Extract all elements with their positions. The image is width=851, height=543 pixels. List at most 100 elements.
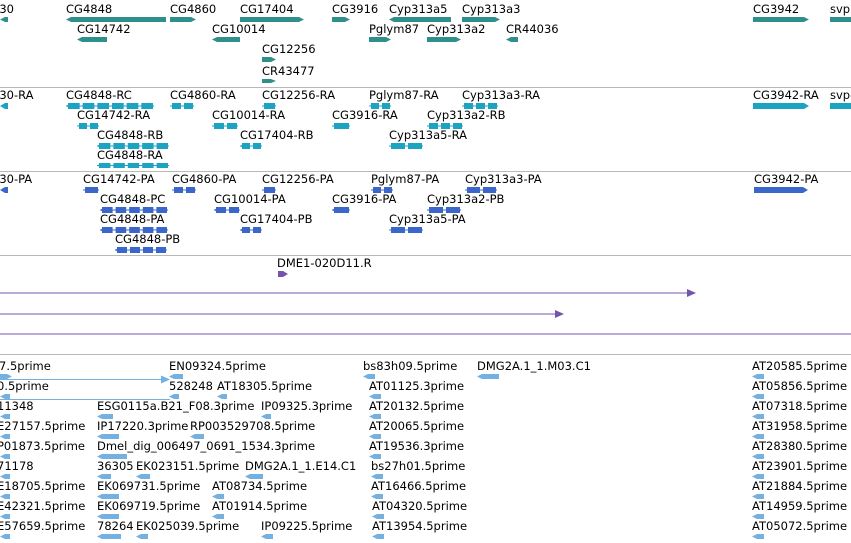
feature-glyph[interactable]	[93, 512, 123, 521]
feature-glyph[interactable]	[258, 77, 280, 85]
feature-label[interactable]: CG4848-PA	[100, 212, 165, 226]
feature-glyph[interactable]	[748, 392, 768, 401]
feature-label[interactable]: CG12256-PA	[262, 172, 334, 186]
feature-glyph[interactable]	[165, 372, 187, 381]
feature-glyph[interactable]	[208, 492, 228, 501]
feature-label[interactable]: 71178	[0, 459, 34, 473]
feature-label[interactable]: RP003529708.5prime	[190, 419, 316, 433]
feature-glyph[interactable]	[208, 512, 228, 521]
feature-glyph[interactable]	[0, 492, 14, 501]
feature-glyph[interactable]	[750, 185, 812, 195]
feature-label[interactable]: AT05072.5prime	[752, 519, 848, 533]
feature-glyph[interactable]	[168, 185, 200, 195]
feature-glyph[interactable]	[423, 35, 465, 44]
feature-label[interactable]: DME1-020D11.R	[277, 256, 372, 270]
feature-label[interactable]: Cyp313a3-PA	[465, 172, 542, 186]
feature-label[interactable]: CR44036	[506, 22, 559, 36]
feature-glyph[interactable]	[0, 309, 568, 319]
feature-label[interactable]: CG17404-PB	[240, 212, 313, 226]
feature-glyph[interactable]	[274, 269, 292, 279]
feature-glyph[interactable]	[458, 15, 504, 24]
feature-label[interactable]: 528248	[169, 379, 213, 393]
feature-glyph[interactable]	[748, 532, 768, 541]
feature-glyph[interactable]	[385, 141, 427, 151]
feature-glyph[interactable]	[749, 101, 813, 111]
feature-label[interactable]: E57659.5prime	[0, 519, 86, 533]
feature-label[interactable]: Dmel_dig_006497_0691_1534.3prime	[97, 439, 316, 453]
feature-glyph[interactable]	[0, 412, 14, 421]
feature-glyph[interactable]	[0, 372, 16, 381]
feature-glyph[interactable]	[0, 101, 12, 111]
feature-label[interactable]: 830-RA	[0, 88, 34, 102]
feature-glyph[interactable]	[365, 432, 385, 441]
feature-label[interactable]: CG12256-RA	[262, 88, 336, 102]
feature-label[interactable]: AT20132.5prime	[369, 399, 465, 413]
feature-glyph[interactable]	[385, 15, 455, 24]
feature-glyph[interactable]	[93, 452, 131, 461]
feature-glyph[interactable]	[93, 532, 125, 541]
feature-label[interactable]: E42321.5prime	[0, 499, 86, 513]
feature-label[interactable]: bs27h01.5prime	[371, 459, 466, 473]
feature-glyph[interactable]	[93, 432, 123, 441]
feature-glyph[interactable]	[258, 185, 280, 195]
feature-glyph[interactable]	[0, 532, 14, 541]
feature-glyph[interactable]	[236, 141, 266, 151]
feature-label[interactable]: DMG2A.1_1.M03.C1	[477, 359, 591, 373]
feature-glyph[interactable]	[62, 15, 170, 24]
feature-glyph[interactable]	[0, 472, 14, 481]
feature-label[interactable]: AT20585.5prime	[752, 359, 848, 373]
feature-label[interactable]: AT31958.5prime	[752, 419, 848, 433]
feature-label[interactable]: EK025039.5prime	[136, 519, 240, 533]
feature-glyph[interactable]	[0, 395, 174, 404]
feature-label[interactable]: Pglym87-RA	[369, 88, 439, 102]
feature-label[interactable]: CG14742	[77, 22, 131, 36]
feature-glyph[interactable]	[368, 512, 388, 521]
feature-label[interactable]: CG4848	[66, 2, 113, 16]
feature-label[interactable]: Cyp313a5-PA	[389, 212, 466, 226]
feature-glyph[interactable]	[79, 185, 103, 195]
feature-label[interactable]: 830	[0, 2, 14, 16]
feature-label[interactable]: AT21884.5prime	[752, 479, 848, 493]
feature-glyph[interactable]	[328, 205, 354, 215]
feature-label[interactable]: AT18305.5prime	[217, 379, 313, 393]
feature-glyph[interactable]	[367, 185, 397, 195]
feature-label[interactable]: E27157.5prime	[0, 419, 86, 433]
feature-label[interactable]: CR43477	[262, 64, 315, 78]
feature-label[interactable]: EK069731.5prime	[97, 479, 201, 493]
feature-glyph[interactable]	[367, 492, 387, 501]
feature-label[interactable]: IP17220.3prime	[97, 419, 189, 433]
feature-glyph[interactable]	[365, 452, 385, 461]
feature-label[interactable]: IP09325.3prime	[261, 399, 353, 413]
feature-glyph[interactable]	[749, 15, 813, 24]
feature-glyph[interactable]	[241, 472, 267, 481]
feature-label[interactable]: AT05856.5prime	[752, 379, 848, 393]
feature-label[interactable]: svp-	[830, 88, 851, 102]
feature-label[interactable]: CG3916	[332, 2, 379, 16]
feature-glyph[interactable]	[365, 412, 385, 421]
feature-glyph[interactable]	[0, 288, 700, 298]
feature-label[interactable]: CG4848-RB	[97, 128, 164, 142]
feature-glyph[interactable]	[748, 432, 768, 441]
feature-label[interactable]: svp	[830, 2, 851, 16]
feature-glyph[interactable]	[166, 15, 200, 24]
feature-glyph[interactable]	[0, 392, 14, 401]
feature-label[interactable]: CG10014	[212, 22, 266, 36]
feature-glyph[interactable]	[748, 492, 768, 501]
feature-label[interactable]: AT08734.5prime	[212, 479, 308, 493]
feature-glyph[interactable]	[365, 35, 395, 44]
feature-label[interactable]: AT01914.5prime	[212, 499, 308, 513]
feature-glyph[interactable]	[365, 101, 395, 111]
feature-label[interactable]: CG3916-PA	[332, 192, 397, 206]
feature-glyph[interactable]	[213, 392, 231, 401]
feature-glyph[interactable]	[502, 35, 522, 44]
feature-label[interactable]: 830-PA	[0, 172, 33, 186]
feature-glyph[interactable]	[748, 452, 768, 461]
feature-glyph[interactable]	[368, 532, 388, 541]
feature-label[interactable]: AT07318.5prime	[752, 399, 848, 413]
feature-glyph[interactable]	[73, 121, 103, 131]
feature-label[interactable]: CG17404-RB	[240, 128, 314, 142]
feature-glyph[interactable]	[0, 185, 12, 195]
feature-label[interactable]: CG3916-RA	[332, 108, 398, 122]
feature-label[interactable]: Cyp313a2-RB	[427, 108, 506, 122]
